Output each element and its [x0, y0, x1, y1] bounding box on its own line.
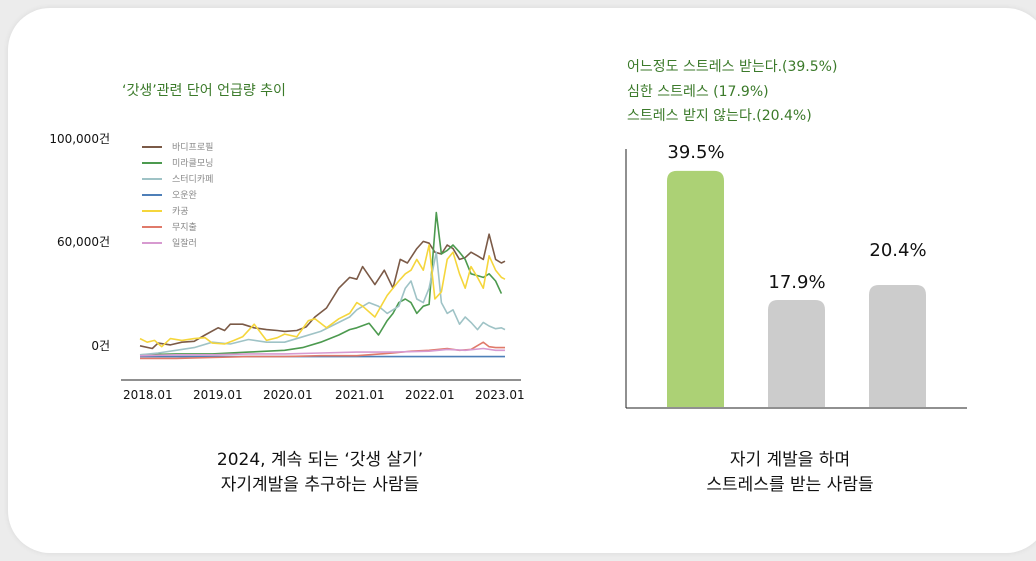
legend-label: 바디프로필 — [172, 143, 214, 153]
x-tick-label: 2018.01 — [123, 388, 173, 402]
legend-label: 오운완 — [172, 191, 197, 201]
legend-swatch — [142, 178, 162, 180]
stat-line-none: 스트레스 받지 않는다.(20.4%) — [627, 108, 812, 124]
left-caption-line2: 자기계발을 추구하는 사람들 — [220, 475, 420, 495]
legend-swatch — [142, 162, 162, 164]
legend-label: 스터디카페 — [172, 175, 214, 185]
series-line — [139, 244, 506, 348]
bar-value-label: 17.9% — [768, 272, 826, 293]
legend-label: 일잘러 — [172, 239, 197, 249]
stat-line-severe: 심한 스트레스 (17.9%) — [627, 84, 769, 100]
y-tick-label: 0건 — [91, 339, 110, 353]
legend-swatch — [142, 242, 162, 244]
bar — [768, 299, 825, 407]
legend-swatch — [142, 226, 162, 228]
legend-swatch — [142, 146, 162, 148]
stat-line-moderate: 어느정도 스트레스 받는다.(39.5%) — [627, 59, 838, 75]
legend-swatch — [142, 194, 162, 196]
x-tick-label: 2019.01 — [193, 388, 243, 402]
content-card — [8, 8, 1036, 553]
right-caption-line1: 자기 계발을 하며 — [729, 450, 851, 470]
series-line — [139, 251, 506, 356]
y-tick-label: 60,000건 — [56, 235, 110, 249]
x-tick-label: 2022.01 — [405, 388, 455, 402]
bar-value-label: 20.4% — [869, 240, 927, 261]
series-line — [139, 347, 505, 357]
bar — [667, 170, 724, 407]
x-tick-label: 2023.01 — [475, 388, 525, 402]
legend-label: 카공 — [172, 207, 189, 217]
legend-label: 무지출 — [172, 223, 197, 233]
left-caption: 2024, 계속 되는 ‘갓생 살기’ 자기계발을 추구하는 사람들 — [130, 448, 510, 498]
right-caption-line2: 스트레스를 받는 사람들 — [706, 475, 874, 495]
line-chart-title: ‘갓생’관련 단어 언급량 추이 — [122, 83, 286, 99]
bar — [869, 285, 926, 407]
legend-swatch — [142, 210, 162, 212]
bar-value-label: 39.5% — [667, 142, 725, 163]
x-tick-label: 2021.01 — [335, 388, 385, 402]
legend-label: 미라클모닝 — [172, 159, 214, 169]
x-tick-label: 2020.01 — [263, 388, 313, 402]
left-caption-line1: 2024, 계속 되는 ‘갓생 살기’ — [216, 450, 424, 470]
right-caption: 자기 계발을 하며 스트레스를 받는 사람들 — [620, 448, 960, 498]
y-tick-label: 100,000건 — [49, 132, 110, 146]
